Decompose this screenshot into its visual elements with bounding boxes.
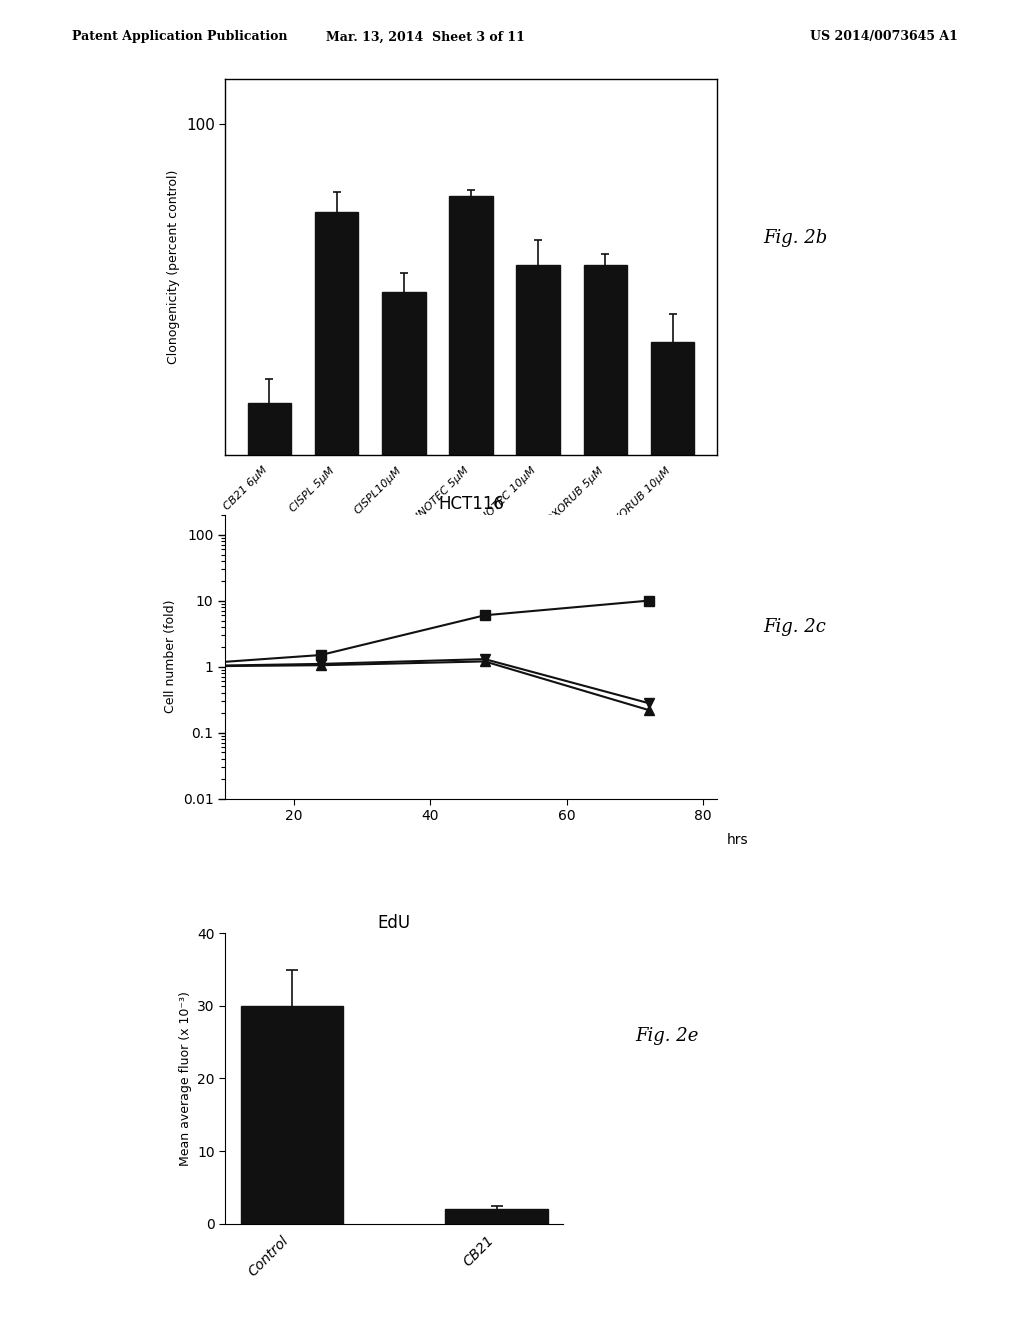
Y-axis label: Cell number (fold): Cell number (fold) [164, 601, 177, 713]
Text: Patent Application Publication: Patent Application Publication [72, 30, 287, 44]
Bar [516, 265, 560, 1320]
Bar [445, 1209, 548, 1224]
Bar [314, 213, 358, 1320]
Y-axis label: Mean average fluor (x 10⁻³): Mean average fluor (x 10⁻³) [178, 991, 191, 1166]
Title: HCT116: HCT116 [438, 495, 504, 513]
Text: Mar. 13, 2014  Sheet 3 of 11: Mar. 13, 2014 Sheet 3 of 11 [326, 30, 524, 44]
Bar [651, 342, 694, 1320]
Bar [382, 292, 426, 1320]
Text: Fig. 2e: Fig. 2e [635, 1027, 698, 1045]
Y-axis label: Clonogenicity (percent control): Clonogenicity (percent control) [168, 170, 180, 364]
Text: US 2014/0073645 A1: US 2014/0073645 A1 [810, 30, 957, 44]
Text: hrs: hrs [727, 833, 749, 846]
Text: Fig. 2c: Fig. 2c [763, 618, 825, 636]
Bar [241, 1006, 343, 1224]
Title: EdU: EdU [378, 913, 411, 932]
Bar [248, 404, 291, 1320]
Text: Fig. 2b: Fig. 2b [763, 228, 827, 247]
Bar [450, 197, 493, 1320]
Bar [584, 265, 628, 1320]
